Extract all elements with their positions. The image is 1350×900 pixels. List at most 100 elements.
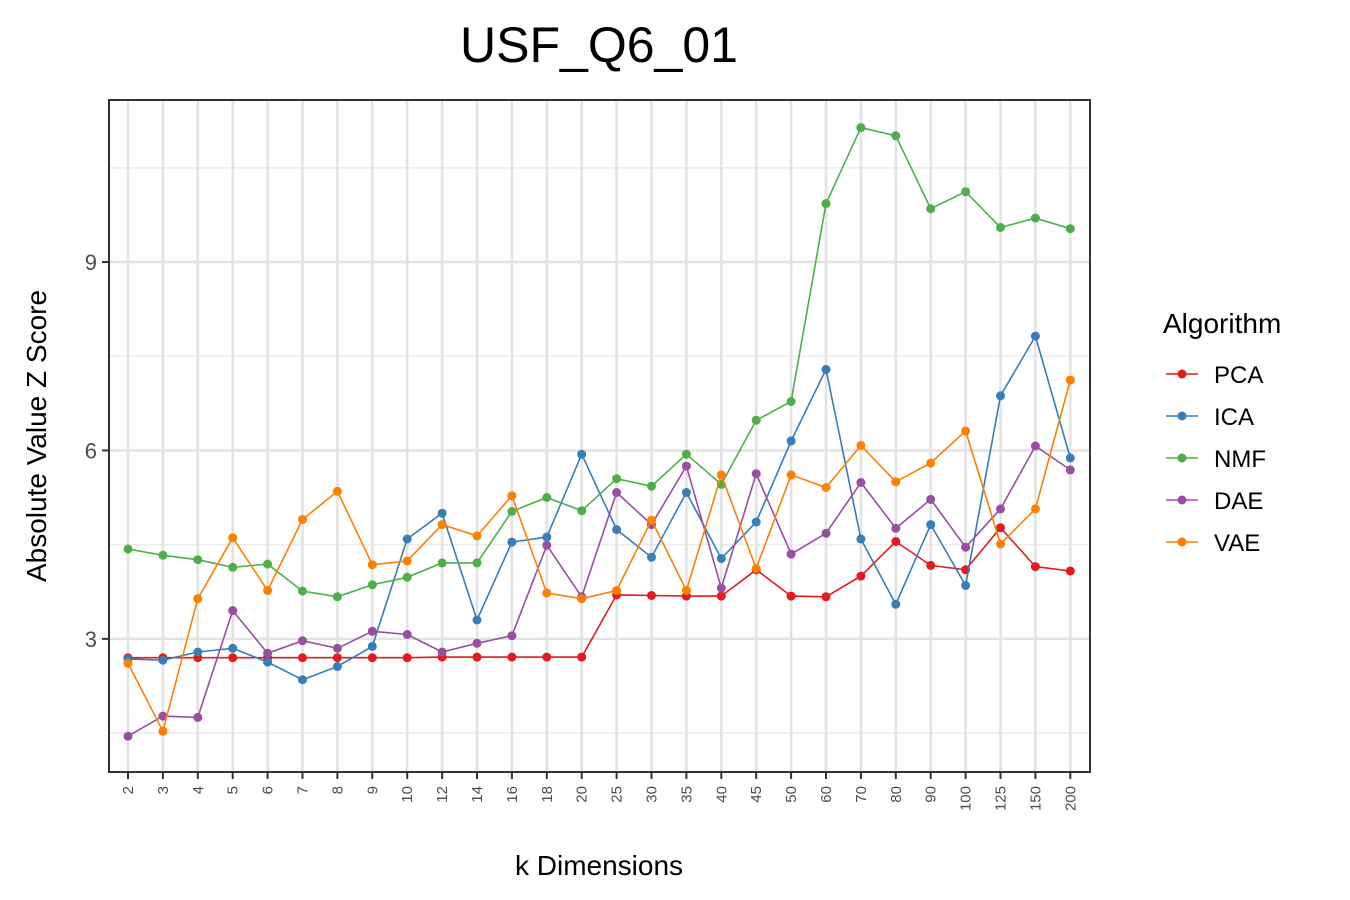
data-point [856,571,866,581]
data-point [542,652,552,662]
data-point [123,731,133,741]
data-point [437,647,447,657]
data-point [193,555,203,565]
x-tick-label: 5 [225,786,242,794]
data-point [402,556,412,566]
data-point [891,537,901,546]
data-point [263,648,273,658]
data-point [1030,213,1040,223]
data-point [1065,224,1075,234]
x-tick-label: 12 [434,786,451,803]
x-tick-label: 6 [260,786,277,794]
data-point [263,559,273,569]
data-point [437,508,447,518]
data-point [193,594,203,604]
data-point [996,504,1005,514]
grid [109,100,1090,772]
data-point [996,539,1005,549]
data-point [577,594,587,604]
x-tick-label: 35 [678,786,695,803]
x-tick-label: 18 [539,786,556,803]
data-point [158,726,168,736]
data-point [961,187,971,197]
data-point [298,636,307,646]
data-point [263,657,273,667]
data-point [507,506,517,516]
data-point [681,449,691,459]
x-tick-label: 16 [504,786,521,803]
x-tick-label: 70 [853,786,870,803]
data-point [402,534,412,544]
data-point [996,391,1005,401]
data-point [228,562,238,572]
data-point [542,532,552,542]
x-tick-label: 9 [364,786,381,794]
data-point [1030,562,1040,572]
data-point [821,483,831,492]
data-point [751,469,761,479]
data-point [647,591,656,600]
data-point [961,542,971,552]
data-point [821,528,831,538]
data-point [332,643,342,653]
data-point [1030,504,1040,514]
data-point [926,560,936,570]
legend-label: ICA [1214,404,1254,431]
data-point [542,540,552,550]
data-point [821,592,831,602]
data-point [158,655,168,665]
data-point [681,586,691,595]
data-point [751,564,761,573]
data-point [612,488,622,497]
data-point [228,606,238,616]
legend-swatch-point [1177,453,1187,463]
legend-label: DAE [1214,488,1263,515]
data-point [891,131,901,141]
series-line-pca [128,526,1071,659]
data-point [856,123,866,133]
x-tick-label: 20 [574,786,591,803]
data-point [332,486,342,496]
data-point [751,415,761,425]
series-line-vae [127,379,1072,734]
x-tick-label: 7 [295,786,312,794]
data-point [158,550,168,560]
data-point [1065,375,1075,385]
data-point [332,592,342,602]
y-axis-title: Absolute Value Z Score [21,290,52,582]
data-point [786,436,796,446]
x-tick-label: 125 [993,786,1010,811]
data-point [821,364,831,374]
data-point [786,470,796,480]
data-point [681,461,691,471]
x-axis-title: k Dimensions [515,850,683,881]
series-layer [123,123,1075,741]
legend-item-ica: ICA [1166,404,1254,431]
data-point [332,662,342,671]
data-point [716,470,726,480]
x-tick-label: 2 [120,786,137,794]
data-point [542,493,552,502]
legend-swatch-point [1177,495,1187,505]
x-tick-label: 40 [713,786,730,803]
data-point [612,474,622,484]
x-tick-label: 60 [818,786,835,803]
data-point [577,506,587,516]
data-point [472,638,482,648]
panel-border [108,99,1091,773]
data-point [367,626,377,636]
data-point [158,711,168,721]
x-tick-label: 14 [469,786,486,803]
data-point [891,599,901,609]
series-line-nmf [127,126,1071,598]
legend-item-vae: VAE [1166,530,1260,557]
data-point [786,549,796,559]
data-point [542,588,552,598]
data-point [891,477,901,487]
data-point [821,199,831,209]
series-line-dae [127,444,1071,737]
x-tick-label: 8 [329,786,346,794]
data-point [856,534,866,544]
data-point [332,653,342,663]
